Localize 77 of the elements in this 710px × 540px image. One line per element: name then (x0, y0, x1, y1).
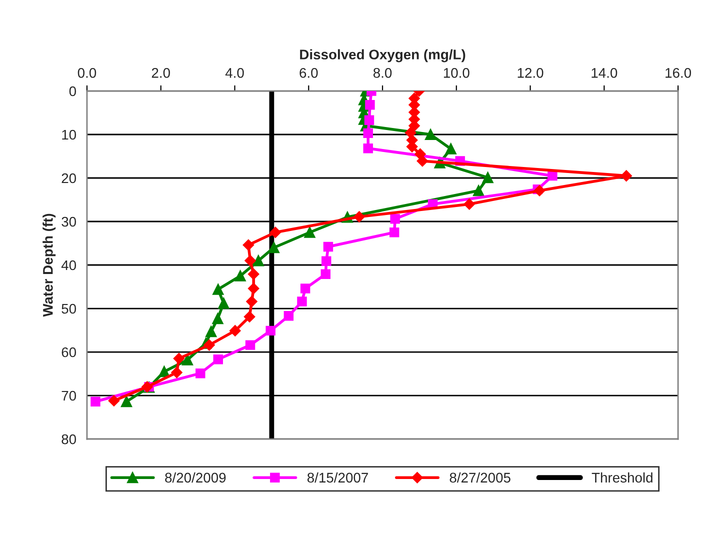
point (300, 284, 310, 294)
point (158, 366, 170, 378)
point (389, 228, 400, 238)
point (266, 326, 276, 336)
point (284, 311, 294, 321)
point (323, 242, 334, 252)
y-tick-label: 20 (62, 173, 76, 184)
point (365, 100, 375, 110)
point (120, 396, 132, 408)
point (363, 128, 373, 138)
legend-label: 8/20/2009 (165, 472, 226, 483)
point (620, 170, 632, 182)
point (424, 128, 436, 140)
y-tick-label: 0 (69, 86, 76, 96)
point (142, 381, 153, 392)
point (246, 296, 258, 308)
point (90, 396, 100, 406)
y-tick-label: 70 (62, 390, 76, 401)
x-axis-title: Dissolved Oxygen (mg/L) (300, 49, 466, 62)
x-tick-label: 12.0 (518, 68, 544, 78)
legend-label: 8/15/2007 (307, 472, 368, 483)
point (244, 255, 256, 266)
x-tick-label: 14.0 (592, 68, 618, 78)
point (404, 127, 416, 138)
point (204, 339, 215, 351)
point (445, 143, 456, 154)
point (390, 214, 400, 224)
point (252, 255, 264, 266)
point (534, 185, 546, 196)
point (464, 198, 475, 210)
point (206, 326, 217, 338)
point (242, 239, 254, 251)
y-tick-label: 60 (62, 347, 76, 358)
point (297, 296, 307, 306)
point (414, 148, 426, 160)
point (363, 144, 373, 154)
point (270, 226, 281, 238)
point (268, 242, 280, 254)
point (244, 311, 256, 322)
point (364, 115, 374, 125)
point (245, 340, 256, 350)
legend-label: Threshold (592, 472, 652, 483)
x-tick-label: 10.0 (444, 68, 470, 78)
point (320, 269, 330, 279)
point (196, 368, 206, 378)
y-tick-label: 10 (62, 130, 76, 140)
point (354, 211, 365, 222)
point (248, 268, 260, 280)
point (248, 282, 260, 294)
point (473, 185, 484, 196)
x-tick-label: 2.0 (152, 68, 170, 78)
point (171, 366, 182, 378)
point (108, 395, 120, 406)
point (482, 172, 494, 184)
point (548, 170, 558, 181)
x-tick-label: 0.0 (78, 68, 96, 78)
y-tick-label: 80 (62, 434, 76, 444)
point (230, 325, 241, 336)
point (182, 354, 194, 366)
point (322, 256, 332, 266)
x-tick-label: 16.0 (666, 68, 692, 78)
y-axis-title: Water Depth (ft) (42, 214, 56, 317)
point (218, 298, 230, 309)
point (234, 270, 246, 282)
y-tick-label: 40 (61, 260, 76, 270)
x-tick-label: 8.0 (373, 68, 392, 78)
y-tick-label: 30 (62, 216, 76, 227)
point (304, 226, 316, 238)
legend-label: 8/27/2005 (450, 472, 510, 483)
point (212, 312, 224, 324)
y-tick-label: 50 (62, 304, 76, 314)
point (416, 155, 428, 167)
point (213, 354, 223, 364)
x-tick-label: 4.0 (225, 68, 244, 78)
point (212, 284, 224, 295)
x-tick-label: 6.0 (300, 68, 318, 78)
point (173, 352, 185, 364)
